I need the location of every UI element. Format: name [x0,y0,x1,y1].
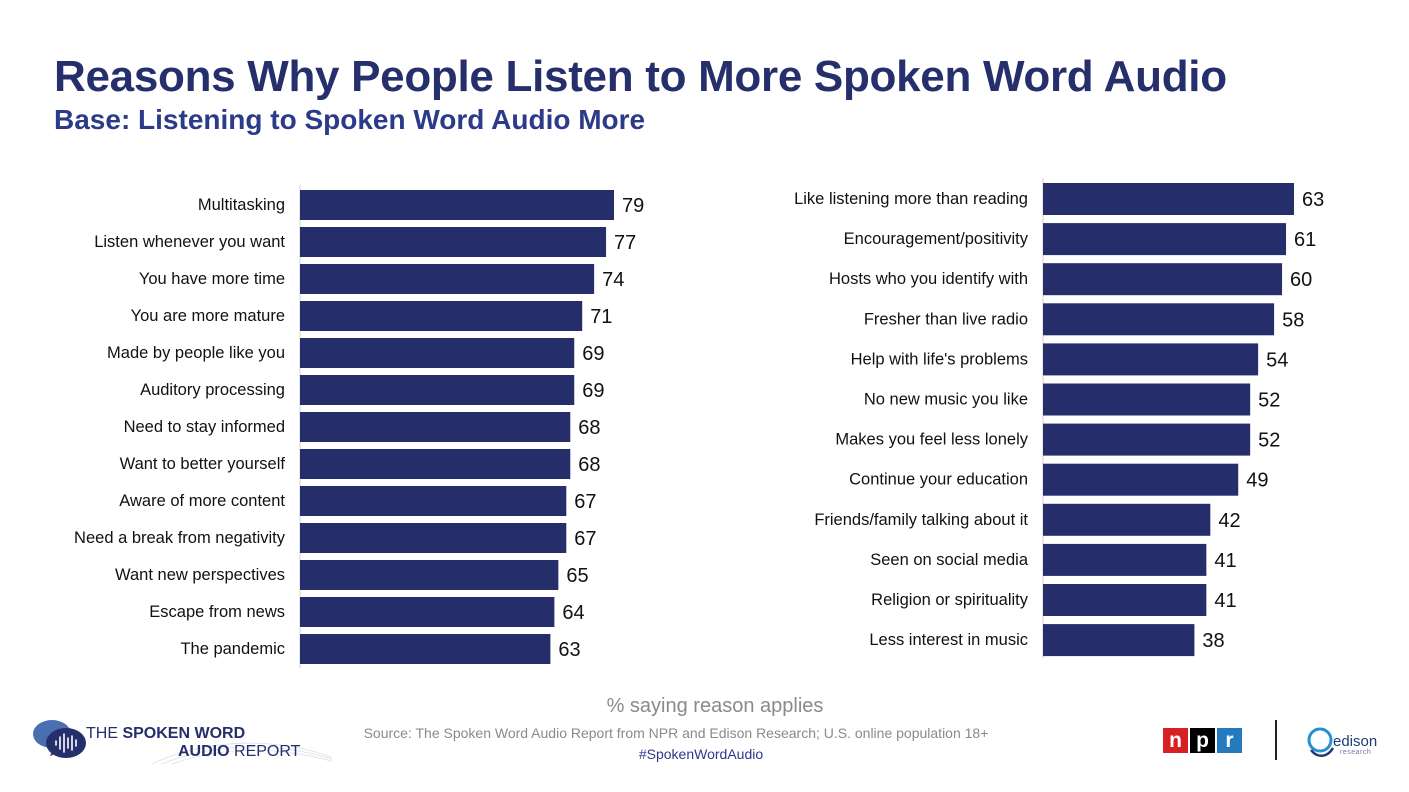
right-bar-4 [1043,343,1259,376]
right-value-label-7: 49 [1246,470,1268,492]
right-bar-11 [1043,624,1195,657]
left-value-label-2: 74 [602,269,624,291]
right-value-label-5: 52 [1258,390,1280,412]
right-category-label-8: Friends/family talking about it [814,511,1028,529]
npr-letter-n: n [1163,728,1188,753]
right-bar-5 [1043,383,1251,416]
left-category-label-0: Multitasking [198,196,285,214]
right-category-label-0: Like listening more than reading [794,190,1028,208]
left-bar-5 [300,375,575,405]
left-bar-4 [300,338,575,368]
logo-divider [1275,720,1277,760]
left-category-label-2: You have more time [139,270,285,288]
npr-logo: n p r [1163,728,1242,753]
npr-letter-r: r [1217,728,1242,753]
left-category-label-8: Aware of more content [119,492,285,510]
right-bar-8 [1043,503,1211,536]
brand-line2-suffix: REPORT [229,743,301,760]
chart-left: Multitasking 79 Listen whenever you want 77… [74,185,644,668]
right-value-label-9: 41 [1214,550,1236,572]
right-bar-0 [1043,183,1294,215]
right-bar-1 [1043,223,1287,256]
left-bar-6 [300,412,571,442]
left-value-label-5: 69 [582,380,604,402]
left-value-label-12: 63 [558,639,580,661]
brand-line1-prefix: THE [86,725,123,742]
left-value-label-6: 68 [578,417,600,439]
left-category-label-7: Want to better yourself [120,455,286,473]
left-value-label-3: 71 [590,306,612,328]
source-note: Source: The Spoken Word Audio Report fro… [363,725,989,741]
right-bar-2 [1043,263,1283,296]
npr-letter-p: p [1190,728,1215,753]
right-value-label-4: 54 [1266,349,1288,371]
left-category-label-1: Listen whenever you want [94,233,285,251]
right-category-label-3: Fresher than live radio [864,310,1028,328]
left-bar-2 [300,264,595,294]
right-value-label-2: 60 [1290,269,1312,291]
right-value-label-10: 41 [1214,590,1236,612]
right-category-label-10: Religion or spirituality [871,591,1029,609]
right-category-label-11: Less interest in music [869,631,1028,649]
brand-line1-bold: SPOKEN WORD [122,725,246,742]
edison-sub: research [1340,749,1372,756]
left-category-label-6: Need to stay informed [124,418,285,436]
right-category-label-7: Continue your education [849,471,1028,489]
page-subtitle: Base: Listening to Spoken Word Audio Mor… [54,104,646,135]
left-value-label-10: 65 [566,565,588,587]
right-value-label-8: 42 [1218,510,1240,532]
right-value-label-6: 52 [1258,430,1280,452]
edison-name: edison [1333,733,1378,750]
right-category-label-6: Makes you feel less lonely [835,431,1028,449]
right-bar-9 [1043,543,1207,576]
left-bar-3 [300,301,583,331]
left-category-label-12: The pandemic [180,640,285,658]
right-category-label-4: Help with life's problems [851,350,1028,368]
left-value-label-4: 69 [582,343,604,365]
left-category-label-10: Want new perspectives [115,566,285,584]
left-value-label-8: 67 [574,491,596,513]
right-category-label-5: No new music you like [864,391,1028,409]
left-category-label-9: Need a break from negativity [74,529,286,547]
left-bar-10 [300,560,559,590]
left-value-label-11: 64 [562,602,584,624]
left-bar-1 [300,227,607,257]
left-bar-0 [300,190,614,220]
left-category-label-3: You are more mature [131,307,285,325]
brand-text: THE SPOKEN WORD AUDIO REPORT [86,725,300,761]
brand-line2-bold: AUDIO [178,743,230,760]
left-bar-11 [300,597,555,627]
right-value-label-1: 61 [1294,229,1316,251]
page-title: Reasons Why People Listen to More Spoken… [54,52,1227,101]
left-bar-8 [300,486,567,516]
left-category-label-5: Auditory processing [140,381,285,399]
hashtag: #SpokenWordAudio [638,746,764,762]
right-value-label-0: 63 [1302,189,1324,211]
left-bar-9 [300,523,567,553]
right-category-label-2: Hosts who you identify with [829,270,1028,288]
left-category-label-4: Made by people like you [107,344,285,362]
right-bar-6 [1043,423,1251,456]
right-category-label-1: Encouragement/positivity [844,230,1029,248]
left-category-label-11: Escape from news [149,603,285,621]
right-bar-10 [1043,584,1207,616]
left-value-label-9: 67 [574,528,596,550]
spoken-word-logo-icon [33,720,332,764]
left-value-label-0: 79 [622,195,644,217]
right-value-label-11: 38 [1202,630,1224,652]
left-bar-12 [300,634,551,664]
right-category-label-9: Seen on social media [870,551,1029,569]
edison-logo-icon [1307,727,1335,757]
right-bar-7 [1043,463,1239,496]
chart-right: Like listening more than reading 63 Encour… [794,178,1324,658]
left-bar-7 [300,449,571,479]
left-value-label-1: 77 [614,232,636,254]
left-value-label-7: 68 [578,454,600,476]
axis-note: % saying reason applies [606,695,824,717]
right-value-label-3: 58 [1282,309,1304,331]
right-bar-3 [1043,303,1275,336]
